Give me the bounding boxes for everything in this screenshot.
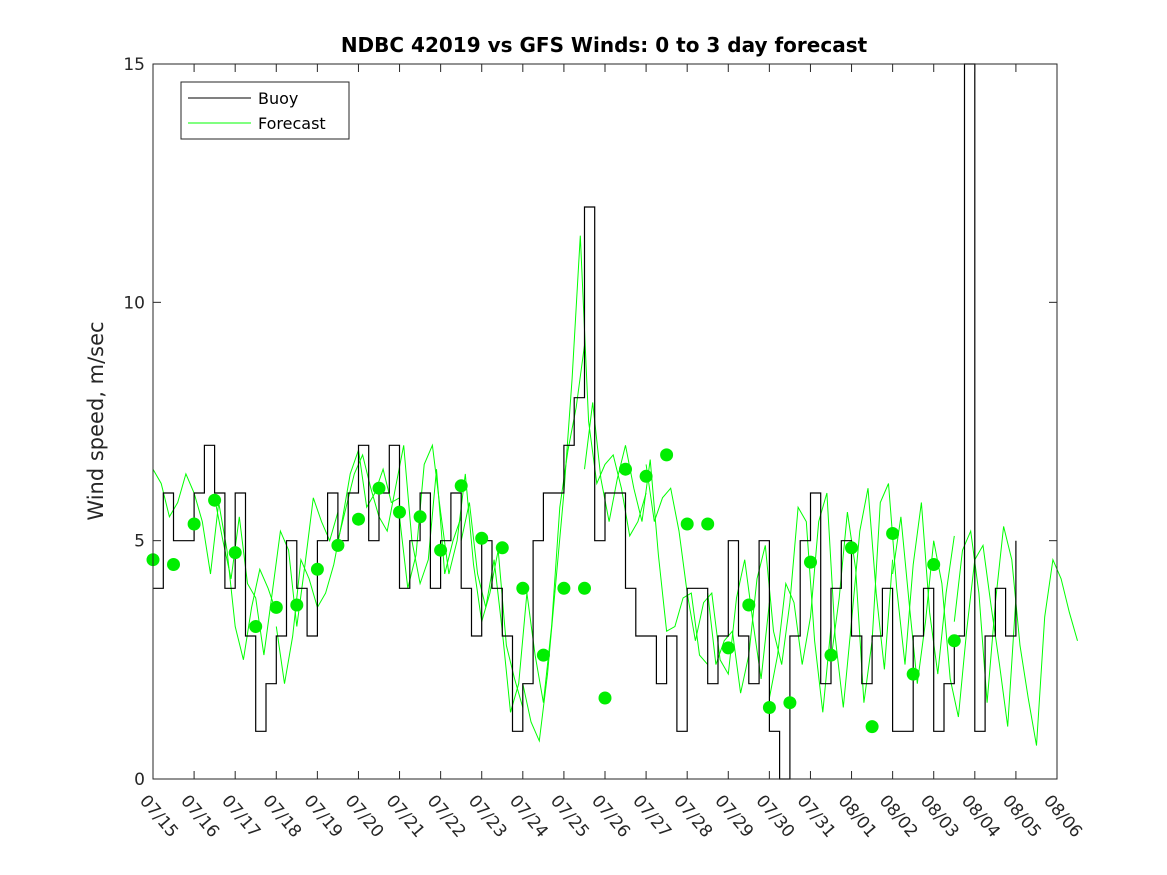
x-tick-label: 07/31 <box>793 791 840 841</box>
x-tick-label: 07/21 <box>382 791 429 841</box>
legend: Buoy Forecast <box>180 81 350 140</box>
x-tick-label: 07/26 <box>587 791 634 841</box>
x-tick-label: 08/06 <box>1039 791 1086 841</box>
forecast-marker <box>927 558 941 571</box>
forecast-marker <box>721 641 735 655</box>
forecast-marker <box>783 696 797 710</box>
forecast-marker <box>167 558 180 571</box>
y-tick-label: 5 <box>134 532 145 552</box>
forecast-run-line-12 <box>892 516 1017 727</box>
forecast-marker <box>680 517 694 531</box>
x-tick-label: 08/03 <box>916 791 963 841</box>
forecast-marker <box>865 720 879 734</box>
forecast-marker <box>331 538 345 552</box>
forecast-marker <box>598 691 612 705</box>
forecast-marker <box>845 541 858 555</box>
forecast-marker <box>495 541 509 555</box>
forecast-run-line-5 <box>460 345 585 713</box>
forecast-marker <box>762 701 776 714</box>
forecast-marker <box>434 543 448 557</box>
forecast-marker <box>290 598 304 612</box>
x-tick-label: 07/28 <box>669 791 716 841</box>
forecast-marker <box>187 517 201 531</box>
x-tick-label: 07/20 <box>341 791 388 841</box>
x-tick-label: 07/18 <box>258 791 305 841</box>
y-axis-label: Wind speed, m/sec <box>84 321 108 520</box>
forecast-marker <box>578 581 591 595</box>
legend-label-forecast: Forecast <box>258 114 326 133</box>
x-tick-label: 07/16 <box>176 791 223 841</box>
forecast-marker <box>269 600 283 614</box>
x-tick-label: 07/22 <box>423 791 470 841</box>
forecast-run-line-10 <box>768 488 894 708</box>
plot-frame <box>152 63 1058 780</box>
forecast-marker <box>208 493 222 507</box>
forecast-marker <box>536 648 550 662</box>
x-tick-label: 07/24 <box>505 791 552 841</box>
forecast-marker <box>454 479 468 493</box>
forecast-marker <box>310 562 324 576</box>
forecast-marker <box>886 527 900 540</box>
forecast-marker <box>352 512 365 526</box>
forecast-marker <box>906 667 920 681</box>
forecast-marker <box>660 448 674 462</box>
forecast-marker <box>701 517 715 531</box>
forecast-marker <box>557 581 571 595</box>
forecast-run-line-1 <box>214 497 339 656</box>
forecast-marker <box>639 469 653 483</box>
forecast-marker <box>804 555 817 569</box>
legend-label-buoy: Buoy <box>258 89 298 108</box>
x-tick-label: 08/04 <box>957 791 1004 841</box>
y-tick-label: 15 <box>123 55 145 75</box>
forecast-marker <box>372 481 386 495</box>
x-tick-label: 07/23 <box>464 791 511 841</box>
forecast-marker <box>475 531 489 545</box>
x-tick-label: 08/02 <box>875 791 922 841</box>
forecast-marker <box>249 620 263 633</box>
forecast-marker <box>413 510 427 524</box>
y-tick-label: 0 <box>134 770 145 790</box>
chart-title: NDBC 42019 vs GFS Winds: 0 to 3 day fore… <box>341 33 868 57</box>
forecast-marker <box>619 462 632 476</box>
forecast-marker <box>824 648 838 662</box>
forecast-run-line-7 <box>584 402 709 665</box>
x-tick-label: 07/25 <box>546 791 593 841</box>
x-tick-label: 08/01 <box>834 791 881 841</box>
x-tick-label: 08/05 <box>998 791 1045 841</box>
plot-series <box>146 63 1078 780</box>
forecast-marker <box>516 581 530 595</box>
legend-box <box>180 81 350 140</box>
x-tick-label: 07/27 <box>628 791 675 841</box>
forecast-marker <box>393 505 406 519</box>
x-tick-label: 07/17 <box>217 791 264 841</box>
x-tick-label: 07/19 <box>300 791 347 841</box>
y-tick-label: 10 <box>123 293 145 313</box>
forecast-marker <box>742 598 756 612</box>
x-tick-label: 07/30 <box>752 791 799 841</box>
x-tick-label: 07/29 <box>710 791 757 841</box>
axes: 05101507/1507/1607/1707/1807/1907/2007/2… <box>123 55 1086 842</box>
x-tick-label: 07/15 <box>135 791 182 841</box>
forecast-marker <box>228 546 242 560</box>
forecast-marker <box>947 634 961 648</box>
buoy-line <box>153 63 1017 780</box>
